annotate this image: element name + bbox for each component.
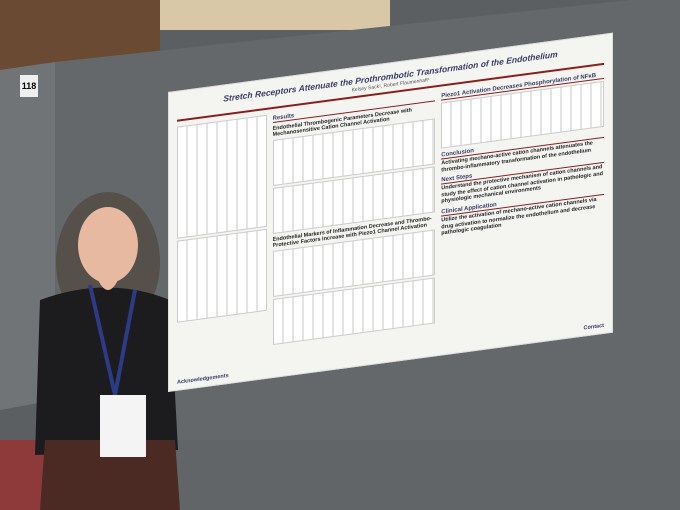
footer-heading: Contact [583,322,604,332]
intro-column [177,113,267,380]
figure [177,228,267,323]
results-column: Results Endothelial Thrombogenic Paramet… [272,90,436,367]
poster: Stretch Receptors Attenuate the Prothrom… [168,32,613,392]
conclusion-column: Piezo1 Activation Decreases Phosphorylat… [441,68,605,345]
booth-number: 118 [20,75,38,97]
figure [177,114,267,239]
